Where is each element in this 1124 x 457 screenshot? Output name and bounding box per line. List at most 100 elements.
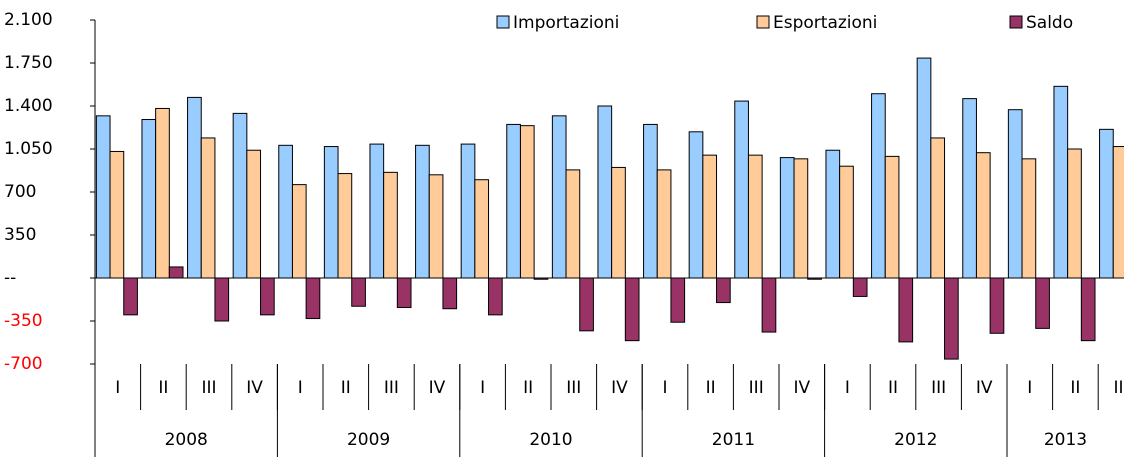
bar (291, 184, 307, 279)
bar (793, 158, 809, 279)
x-tick-label: II (706, 378, 716, 398)
bar (656, 169, 672, 279)
bar (488, 277, 503, 316)
x-tick-label: III (566, 378, 581, 398)
bar (369, 143, 385, 279)
bar (260, 277, 275, 316)
bar (442, 277, 458, 310)
bar (779, 157, 795, 279)
y-tick-label: -700 (4, 354, 43, 374)
bar (1035, 277, 1050, 329)
y-tick-label: 1.750 (4, 53, 53, 73)
year-label: 2008 (165, 430, 208, 450)
bar (168, 266, 184, 279)
legend-swatch (496, 15, 510, 29)
bar (643, 123, 658, 279)
bar (1067, 148, 1082, 279)
bar (670, 277, 686, 323)
bar (624, 277, 640, 342)
year-label: 2011 (712, 430, 755, 450)
x-tick-label: IV (976, 378, 993, 398)
x-tick-label: III (749, 378, 764, 398)
y-tick-label: 2.100 (4, 10, 53, 30)
bar (747, 154, 763, 279)
bar (383, 171, 398, 279)
bar (519, 125, 535, 279)
x-tick-label: I (115, 378, 120, 398)
x-tick-label: IV (611, 378, 628, 398)
year-label: 2013 (1044, 430, 1087, 450)
bar (716, 277, 731, 304)
bar (930, 137, 946, 279)
y-tick-label: 1.050 (4, 139, 53, 159)
x-tick-label: IV (429, 378, 446, 398)
bar (246, 149, 262, 279)
bar (989, 277, 1005, 334)
bar (975, 152, 991, 279)
bar (898, 277, 914, 343)
x-tick-label: I (480, 378, 485, 398)
year-label: 2010 (529, 430, 572, 450)
bar (1021, 158, 1037, 279)
y-tick-label: 1.400 (4, 96, 53, 116)
bar (611, 166, 626, 279)
year-label: 2009 (347, 430, 390, 450)
x-tick-label: II (1070, 378, 1080, 398)
bar (579, 277, 594, 332)
legend-label: Saldo (1026, 13, 1073, 33)
bar (688, 131, 704, 279)
bar (123, 277, 138, 316)
bar (460, 143, 476, 279)
x-tick-label: I (1027, 378, 1032, 398)
bar (337, 173, 353, 279)
bar (1007, 109, 1023, 279)
x-tick-label: II (888, 378, 898, 398)
year-label: 2012 (894, 430, 937, 450)
x-tick-label: III (384, 378, 399, 398)
bar (702, 154, 718, 279)
bar (839, 165, 854, 279)
x-tick-label: I (845, 378, 850, 398)
bar (187, 96, 202, 279)
y-tick-label: 350 (4, 225, 36, 245)
bar (396, 277, 412, 308)
bar (351, 277, 366, 307)
bar (200, 137, 216, 279)
bar (155, 107, 170, 279)
legend-swatch (756, 15, 770, 29)
bar (825, 149, 841, 279)
bar (1053, 85, 1069, 279)
bar (1080, 277, 1096, 342)
bar (278, 144, 293, 279)
bar (761, 277, 777, 333)
legend-swatch (1009, 15, 1023, 29)
bar (474, 179, 490, 279)
x-tick-label: III (1113, 378, 1124, 398)
x-tick-label: IV (246, 378, 263, 398)
bar (141, 119, 157, 279)
x-tick-label: III (201, 378, 216, 398)
bar (1112, 146, 1124, 279)
y-tick-label: -- (4, 268, 16, 288)
bar (944, 277, 959, 360)
bar (305, 277, 321, 320)
x-tick-label: I (298, 378, 303, 398)
bar (95, 115, 111, 279)
bar (506, 123, 521, 279)
bar (428, 174, 444, 279)
legend-label: Esportazioni (773, 13, 877, 33)
bar (214, 277, 230, 322)
bar (232, 112, 248, 279)
bar (916, 57, 932, 279)
bar (852, 277, 868, 297)
bar (109, 150, 125, 279)
bar (597, 105, 613, 279)
x-tick-label: II (158, 378, 168, 398)
y-tick-label: -350 (4, 311, 43, 331)
x-tick-label: IV (793, 378, 810, 398)
bar (871, 93, 886, 279)
x-tick-label: II (341, 378, 351, 398)
bar (415, 144, 430, 279)
bar (884, 155, 900, 279)
